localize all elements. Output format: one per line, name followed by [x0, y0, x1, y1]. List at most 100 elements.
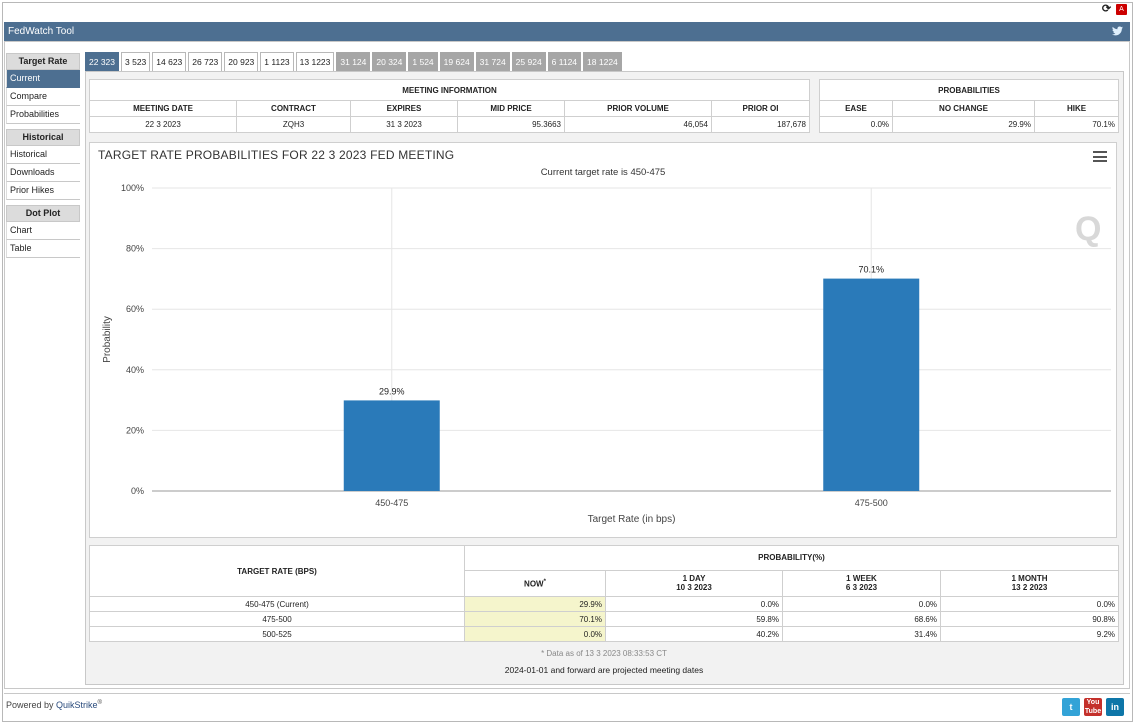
meeting-info-table: MEETING INFORMATION MEETING DATE CONTRAC…: [89, 79, 810, 133]
col-1-month: 1 MONTH 13 2 2023: [940, 569, 1119, 598]
tab-meeting[interactable]: 1 524: [408, 52, 438, 72]
col-1-month-date: 13 2 2023: [1011, 583, 1048, 593]
col-1-day-date: 10 3 2023: [676, 583, 712, 593]
tab-meeting[interactable]: 19 624: [439, 52, 474, 72]
app-title: FedWatch Tool: [8, 26, 75, 37]
col-prior-volume: PRIOR VOLUME: [564, 100, 712, 117]
chart-title: TARGET RATE PROBABILITIES FOR 22 3 2023 …: [98, 148, 455, 162]
social-links: t You Tube in: [1062, 698, 1124, 716]
pdf-icon[interactable]: A: [1116, 4, 1127, 15]
y-tick-label: 20%: [126, 425, 144, 435]
one-month-cell: 9.2%: [940, 626, 1119, 642]
mid-price-value: 95.3663: [457, 116, 565, 133]
sidebar-item-chart[interactable]: Chart: [6, 222, 80, 240]
table-row: 475-500 70.1% 59.8% 68.6% 90.8%: [89, 611, 1119, 627]
tab-meeting[interactable]: 22 323: [85, 52, 119, 72]
col-1-month-label: 1 MONTH: [1011, 574, 1048, 584]
col-1-week-label: 1 WEEK: [846, 574, 877, 584]
projected-dates-note: 2024-01-01 and forward are projected mee…: [504, 665, 704, 675]
one-month-cell: 0.0%: [940, 596, 1119, 612]
tab-meeting[interactable]: 1 1123: [260, 52, 294, 72]
prior-volume-value: 46,054: [564, 116, 712, 133]
watermark-logo: Q: [1075, 210, 1101, 248]
sidebar-heading-dot-plot: Dot Plot: [6, 205, 80, 222]
probability-table: TARGET RATE (BPS) PROBABILITY(%) NOW* 1 …: [89, 545, 1119, 642]
col-meeting-date: MEETING DATE: [89, 100, 237, 117]
sidebar-item-probabilities[interactable]: Probabilities: [6, 106, 80, 124]
youtube-icon[interactable]: You Tube: [1084, 698, 1102, 716]
tab-meeting[interactable]: 6 1124: [547, 52, 582, 72]
tab-meeting[interactable]: 14 623: [152, 52, 187, 72]
data-timestamp-note: * Data as of 13 3 2023 08:33:53 CT: [541, 649, 667, 658]
twitter-icon[interactable]: [1111, 25, 1124, 37]
footer: Powered by QuikStrike® t You Tube in: [4, 693, 1130, 720]
y-tick-label: 0%: [131, 486, 144, 496]
chart-container: TARGET RATE PROBABILITIES FOR 22 3 2023 …: [89, 142, 1117, 538]
sidebar-item-table[interactable]: Table: [6, 240, 80, 258]
title-bar: FedWatch Tool: [4, 22, 1130, 41]
one-day-cell: 59.8%: [605, 611, 783, 627]
probabilities-heading: PROBABILITIES: [819, 79, 1119, 101]
col-1-day-label: 1 DAY: [682, 574, 706, 584]
tab-meeting[interactable]: 31 724: [475, 52, 510, 72]
y-tick-label: 40%: [126, 365, 144, 375]
y-axis-title: Probability: [102, 316, 113, 363]
col-contract: CONTRACT: [236, 100, 351, 117]
col-now: NOW*: [464, 569, 606, 598]
now-cell: 70.1%: [464, 611, 606, 627]
tab-meeting[interactable]: 25 924: [511, 52, 546, 72]
one-week-cell: 31.4%: [782, 626, 941, 642]
col-mid-price: MID PRICE: [457, 100, 565, 117]
ease-value: 0.0%: [819, 116, 893, 133]
rate-cell: 500-525: [89, 626, 465, 642]
now-asterisk: *: [543, 578, 546, 585]
meeting-tabs: 22 323 3 523 14 623 26 723 20 923 1 1123 13 12…: [85, 52, 622, 72]
col-no-change: NO CHANGE: [892, 100, 1035, 117]
col-prior-oi: PRIOR OI: [711, 100, 810, 117]
sidebar-item-historical[interactable]: Historical: [6, 146, 80, 164]
now-cell: 0.0%: [464, 626, 606, 642]
tab-meeting[interactable]: 26 723: [188, 52, 223, 72]
y-tick-label: 80%: [126, 244, 144, 254]
tab-meeting[interactable]: 18 1224: [583, 52, 622, 72]
col-expires: EXPIRES: [350, 100, 458, 117]
sidebar-heading-historical: Historical: [6, 129, 80, 146]
sidebar-item-compare[interactable]: Compare: [6, 88, 80, 106]
quikstrike-link[interactable]: QuikStrike: [56, 700, 98, 710]
tab-meeting[interactable]: 31 124: [336, 52, 371, 72]
col-target-rate: TARGET RATE (BPS): [89, 545, 465, 597]
sidebar-item-prior-hikes[interactable]: Prior Hikes: [6, 182, 80, 200]
no-change-value: 29.9%: [892, 116, 1035, 133]
registered-mark: ®: [97, 700, 102, 706]
prior-oi-value: 187,678: [711, 116, 810, 133]
data-label: 29.9%: [379, 386, 405, 396]
tab-meeting[interactable]: 13 1223: [295, 52, 335, 72]
powered-by: Powered by QuikStrike®: [6, 700, 102, 710]
col-now-label: NOW: [524, 579, 544, 589]
y-tick-label: 100%: [121, 183, 144, 193]
meeting-info-heading: MEETING INFORMATION: [89, 79, 810, 101]
rate-cell: 450-475 (Current): [89, 596, 465, 612]
x-tick-label: 450-475: [375, 498, 408, 508]
bar-chart: 0% 20% 40% 60% 80% 100% 29.9% 450-475 70.1% 475-5…: [102, 183, 1111, 525]
one-week-cell: 68.6%: [782, 611, 941, 627]
sidebar-item-current[interactable]: Current: [6, 70, 80, 88]
table-row: 500-525 0.0% 40.2% 31.4% 9.2%: [89, 626, 1119, 642]
sidebar-heading-target-rate: Target Rate: [6, 53, 80, 70]
linkedin-icon[interactable]: in: [1106, 698, 1124, 716]
col-1-day: 1 DAY 10 3 2023: [605, 569, 783, 598]
y-tick-label: 60%: [126, 304, 144, 314]
one-day-cell: 0.0%: [605, 596, 783, 612]
tab-meeting[interactable]: 20 923: [224, 52, 259, 72]
meeting-date-value: 22 3 2023: [89, 116, 237, 133]
col-hike: HIKE: [1034, 100, 1119, 117]
tab-meeting[interactable]: 3 523: [121, 52, 151, 72]
twitter-icon[interactable]: t: [1062, 698, 1080, 716]
table-row: 450-475 (Current) 29.9% 0.0% 0.0% 0.0%: [89, 596, 1119, 612]
sidebar-item-downloads[interactable]: Downloads: [6, 164, 80, 182]
chart-menu-icon[interactable]: [1093, 151, 1107, 165]
tab-meeting[interactable]: 20 324: [372, 52, 407, 72]
refresh-icon[interactable]: ⟳: [1101, 3, 1112, 15]
now-cell: 29.9%: [464, 596, 606, 612]
probability-heading: PROBABILITY(%): [464, 545, 1119, 571]
